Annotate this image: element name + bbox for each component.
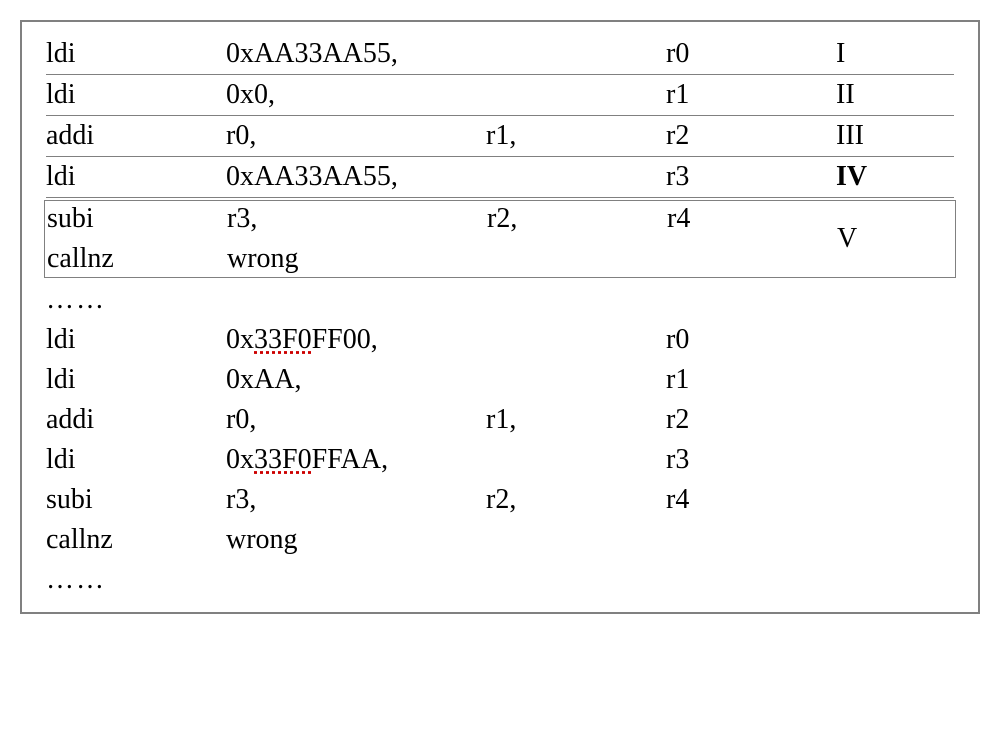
operand-1: r0, (226, 404, 486, 436)
operand-1: 0xAA33AA55, (226, 161, 486, 193)
mnemonic: addi (46, 404, 226, 436)
mnemonic: ldi (46, 444, 226, 476)
operand-1: r3, (227, 203, 487, 235)
asm-row: ldi 0x33F0FF00, r0 (46, 320, 954, 360)
operand-1: 0x33F0FFAA, (226, 444, 486, 476)
operand-1: 0xAA33AA55, (226, 38, 486, 70)
asm-group-box: subi callnz r3, wrong r2, r4 V (44, 200, 956, 278)
operand-1: wrong (227, 243, 487, 275)
mnemonic: ldi (46, 38, 226, 70)
assembly-listing-container: ldi 0xAA33AA55, r0 I ldi 0x0, r1 II addi… (20, 20, 980, 614)
operand-dest: r0 (666, 38, 826, 70)
operand-dest: r1 (666, 79, 826, 111)
mnemonic: ldi (46, 79, 226, 111)
operand-1: 0xAA, (226, 364, 486, 396)
operand-1: r3, (226, 484, 486, 516)
operand-2: r1, (486, 120, 666, 152)
mnemonic: callnz (46, 524, 226, 556)
operand-dest: r2 (666, 404, 826, 436)
mnemonic: ldi (46, 364, 226, 396)
ellipsis-text: …… (46, 560, 954, 600)
mnemonic: subi (46, 484, 226, 516)
asm-row: ldi 0xAA33AA55, r3 IV (46, 157, 954, 198)
asm-row: ldi 0x0, r1 II (46, 75, 954, 116)
mnemonic: ldi (46, 161, 226, 193)
asm-row: ldi 0x33F0FFAA, r3 (46, 440, 954, 480)
operand-1: 0x33F0FF00, (226, 324, 486, 356)
mnemonic: callnz (47, 243, 227, 275)
operand-dest: r4 (666, 484, 826, 516)
operand-dest: r0 (666, 324, 826, 356)
operand-2: r2, (487, 203, 667, 235)
operand-2: r1, (486, 404, 666, 436)
operand-dest: r1 (666, 364, 826, 396)
operand-dest: r3 (666, 161, 826, 193)
roman-label: I (826, 38, 906, 70)
operand-dest: r4 (667, 203, 827, 235)
mnemonic: ldi (46, 324, 226, 356)
ellipsis-text: …… (46, 280, 954, 320)
asm-row: subi r3, r2, r4 (46, 480, 954, 520)
mnemonic: subi (47, 203, 227, 235)
asm-row: callnz wrong (46, 520, 954, 560)
operand-2: r2, (486, 484, 666, 516)
roman-label: II (826, 79, 906, 111)
operand-dest: r3 (666, 444, 826, 476)
roman-label: III (826, 120, 906, 152)
roman-label: IV (826, 161, 906, 193)
operand-1: r0, (226, 120, 486, 152)
mnemonic: addi (46, 120, 226, 152)
asm-row: addi r0, r1, r2 (46, 400, 954, 440)
asm-row: ldi 0xAA, r1 (46, 360, 954, 400)
asm-row: addi r0, r1, r2 III (46, 116, 954, 157)
asm-row: ldi 0xAA33AA55, r0 I (46, 34, 954, 75)
operand-1: wrong (226, 524, 486, 556)
operand-dest: r2 (666, 120, 826, 152)
roman-label: V (827, 223, 907, 255)
operand-1: 0x0, (226, 79, 486, 111)
